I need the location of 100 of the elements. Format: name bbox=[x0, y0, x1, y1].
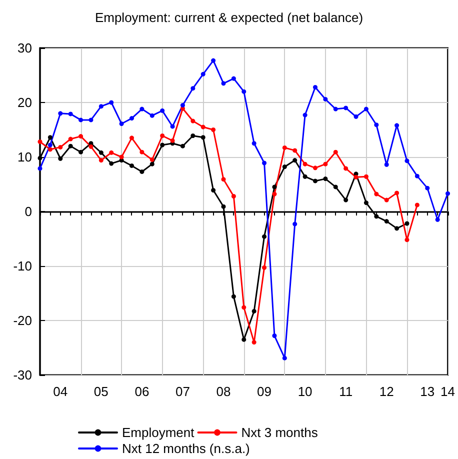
point bbox=[313, 84, 318, 90]
point bbox=[282, 145, 287, 150]
point bbox=[292, 158, 298, 163]
point bbox=[68, 144, 73, 148]
point bbox=[119, 154, 124, 160]
point bbox=[140, 169, 144, 174]
point bbox=[354, 114, 358, 119]
point bbox=[48, 142, 52, 148]
point bbox=[364, 174, 368, 179]
y-tick-label: -10 bbox=[13, 258, 32, 274]
point bbox=[425, 186, 430, 190]
point bbox=[58, 111, 63, 116]
point bbox=[333, 150, 338, 154]
point bbox=[109, 100, 114, 105]
point bbox=[170, 124, 175, 129]
point bbox=[78, 134, 84, 139]
point bbox=[344, 198, 348, 202]
point bbox=[221, 204, 226, 209]
point bbox=[404, 221, 410, 226]
point bbox=[190, 133, 196, 138]
point bbox=[242, 89, 246, 94]
x-tick-label: 09 bbox=[257, 384, 272, 399]
point bbox=[414, 202, 420, 208]
point bbox=[200, 135, 206, 140]
point bbox=[200, 72, 206, 76]
x-tick-label: 06 bbox=[134, 384, 150, 399]
point bbox=[150, 157, 154, 162]
point bbox=[394, 226, 400, 231]
point bbox=[262, 160, 267, 166]
point bbox=[140, 106, 144, 112]
point bbox=[180, 144, 185, 148]
point bbox=[119, 122, 124, 126]
point bbox=[282, 356, 287, 360]
point bbox=[292, 148, 298, 153]
chart-title: Employment: current & expected (net balance) bbox=[94, 10, 364, 25]
y-tick-label: 20 bbox=[18, 95, 32, 110]
point bbox=[160, 108, 165, 113]
x-tick-label: 04 bbox=[53, 384, 68, 399]
point bbox=[78, 118, 84, 122]
point bbox=[180, 102, 185, 108]
point bbox=[78, 150, 84, 154]
point bbox=[252, 308, 256, 314]
x-tick-label: 12 bbox=[379, 384, 394, 399]
point bbox=[272, 184, 277, 190]
point bbox=[394, 190, 400, 196]
point bbox=[200, 124, 206, 130]
point bbox=[323, 96, 328, 102]
point bbox=[344, 166, 348, 171]
point bbox=[221, 81, 226, 86]
point bbox=[109, 150, 114, 155]
point bbox=[384, 162, 389, 167]
point bbox=[221, 177, 226, 182]
point bbox=[302, 112, 308, 118]
legend-label: Employment bbox=[122, 425, 195, 440]
point bbox=[48, 135, 52, 140]
point bbox=[160, 133, 165, 138]
point bbox=[446, 191, 450, 196]
point bbox=[150, 162, 154, 166]
point bbox=[292, 222, 298, 226]
point bbox=[364, 106, 368, 112]
point bbox=[414, 174, 420, 178]
x-tick-label: 11 bbox=[339, 384, 353, 399]
legend-label: Nxt 3 months bbox=[241, 425, 318, 440]
point bbox=[313, 166, 318, 170]
point bbox=[242, 305, 246, 310]
point bbox=[211, 128, 216, 132]
point bbox=[109, 161, 114, 166]
point bbox=[272, 192, 277, 196]
point bbox=[374, 122, 379, 128]
point bbox=[88, 144, 94, 149]
x-tick-label: 05 bbox=[94, 384, 108, 399]
point bbox=[68, 136, 73, 142]
point bbox=[262, 234, 267, 239]
point bbox=[364, 200, 368, 206]
point bbox=[333, 106, 338, 112]
point bbox=[140, 150, 144, 154]
x-tick-label: 07 bbox=[175, 384, 190, 399]
y-tick-label: -20 bbox=[13, 313, 32, 328]
point bbox=[98, 158, 104, 163]
point bbox=[374, 192, 379, 196]
point bbox=[38, 156, 42, 160]
point bbox=[48, 147, 52, 152]
point bbox=[190, 118, 196, 124]
point bbox=[323, 162, 328, 166]
point bbox=[354, 174, 358, 180]
point bbox=[404, 238, 410, 242]
point bbox=[282, 164, 287, 170]
point bbox=[231, 294, 236, 299]
point bbox=[231, 76, 236, 81]
point bbox=[38, 139, 42, 144]
point bbox=[170, 138, 175, 143]
point bbox=[252, 141, 256, 146]
point bbox=[130, 116, 134, 121]
point bbox=[160, 142, 165, 148]
point bbox=[435, 217, 440, 222]
point bbox=[272, 334, 277, 338]
point bbox=[211, 188, 216, 192]
point bbox=[242, 337, 246, 342]
x-tick-label: 10 bbox=[298, 384, 312, 399]
point bbox=[302, 162, 308, 166]
